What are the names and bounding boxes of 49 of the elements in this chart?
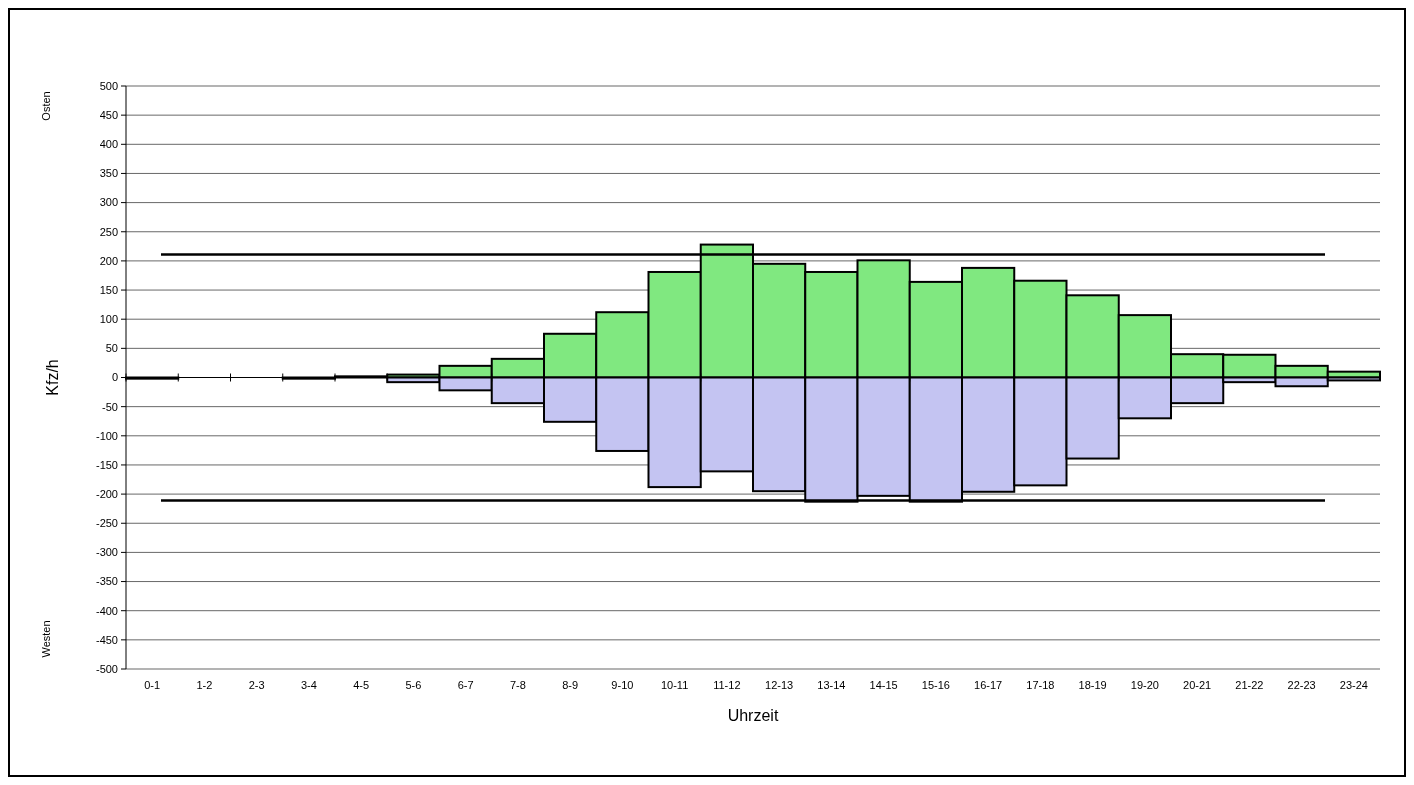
x-tick-label: 1-2 xyxy=(196,679,213,691)
x-axis-title: Uhrzeit xyxy=(727,707,779,724)
x-tick-label: 17-18 xyxy=(1026,679,1055,691)
x-tick-label: 11-12 xyxy=(713,679,741,691)
x-tick-label: 21-22 xyxy=(1235,679,1264,691)
x-tick-label: 0-1 xyxy=(144,679,161,691)
y-tick-label: -350 xyxy=(95,575,118,588)
y-tick-label: 0 xyxy=(111,371,118,384)
x-tick-label: 23-24 xyxy=(1339,679,1368,691)
x-tick-label: 14-15 xyxy=(869,679,898,691)
y-tick-label: -500 xyxy=(95,662,118,675)
y-tick-label: 100 xyxy=(99,313,118,326)
y-tick-label: -300 xyxy=(95,546,118,559)
y-tick-label: 300 xyxy=(99,196,118,209)
text: Westen xyxy=(40,620,52,658)
y-tick-label: -200 xyxy=(95,487,118,500)
text: Osten xyxy=(40,91,52,121)
x-tick-label: 22-23 xyxy=(1287,679,1316,691)
y-tick-label: 50 xyxy=(105,342,118,355)
y-axis-title: Kfz/h xyxy=(44,359,61,396)
x-tick-label: 19-20 xyxy=(1130,679,1159,691)
x-tick-label: 7-8 xyxy=(509,679,526,691)
y-tick-label: 350 xyxy=(99,167,118,180)
x-tick-label: 10-11 xyxy=(660,679,689,691)
y-tick-label: 200 xyxy=(99,254,118,267)
x-tick-label: 6-7 xyxy=(457,679,474,691)
x-tick-label: 16-17 xyxy=(974,679,1003,691)
x-tick-label: 15-16 xyxy=(921,679,950,691)
y-tick-label: 150 xyxy=(99,283,118,296)
x-tick-label: 12-13 xyxy=(765,679,794,691)
x-tick-label: 13-14 xyxy=(817,679,846,691)
y-tick-label: 250 xyxy=(99,225,118,238)
x-tick-label: 8-9 xyxy=(562,679,579,691)
x-tick-label: 9-10 xyxy=(611,679,634,691)
y-tick-label: 400 xyxy=(99,138,118,151)
y-tick-label: -100 xyxy=(95,429,118,442)
x-tick-label: 4-5 xyxy=(353,679,370,691)
x-tick-label: 3-4 xyxy=(300,679,317,691)
y-tick-label: -250 xyxy=(95,517,118,530)
y-tick-label: -450 xyxy=(95,633,118,646)
y-tick-label: -150 xyxy=(95,458,118,471)
x-tick-label: 2-3 xyxy=(248,679,265,691)
y-tick-label: -400 xyxy=(95,604,118,617)
y-tick-label: 450 xyxy=(99,109,118,121)
x-tick-label: 20-21 xyxy=(1183,679,1212,691)
y-tick-label: 500 xyxy=(99,79,118,92)
x-tick-label: 18-19 xyxy=(1078,679,1107,691)
x-tick-label: 5-6 xyxy=(405,679,422,691)
y-tick-label: -50 xyxy=(102,400,118,413)
